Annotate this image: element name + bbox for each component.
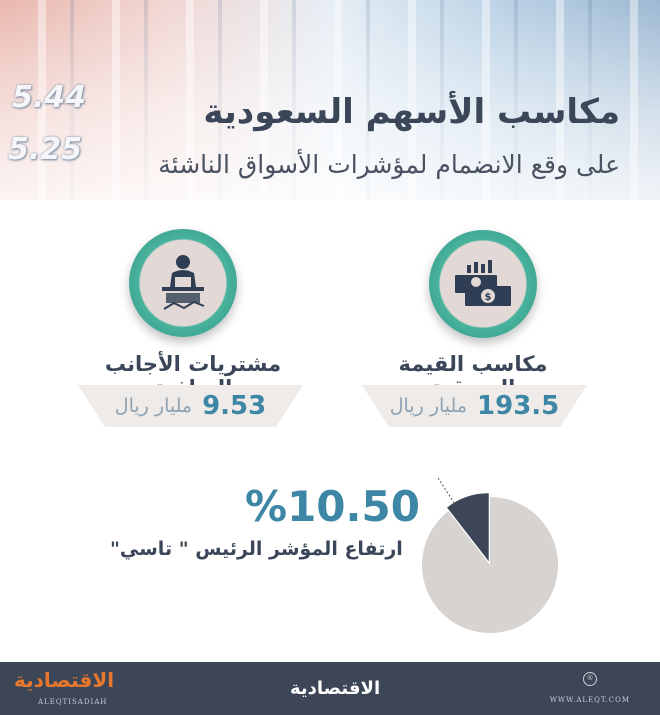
index-percent: %10.50 [245, 482, 420, 531]
money-stack-icon: $ [429, 230, 537, 338]
stat-value: 193.5 [477, 391, 560, 421]
stat-value-ribbon: 193.5 مليار ريال [362, 385, 587, 427]
stat-unit: مليار ريال [389, 395, 468, 417]
brand-subtitle: ALEQTISADIAH [38, 698, 108, 706]
footer: الاقتصادية ALEQTISADIAH الاقتصادية ® WWW… [0, 662, 660, 715]
bg-number: 5.44 [12, 80, 87, 115]
pie-rest-slice [421, 497, 558, 633]
page-subtitle: على وقع الانضمام لمؤشرات الأسواق الناشئة [158, 150, 620, 179]
bg-number: 5.25 [8, 132, 83, 167]
pie-index-slice [447, 493, 489, 562]
registered-icon: ® [583, 672, 597, 686]
index-pie [421, 477, 558, 633]
index-label: ارتفاع المؤشر الرئيس " تاسي" [110, 538, 403, 560]
svg-text:$: $ [485, 292, 492, 303]
header-banner: 5.44 5.25 مكاسب الأسهم السعودية على وقع … [0, 0, 660, 200]
website-url[interactable]: WWW.ALEQT.COM [549, 696, 630, 704]
brand-logo: الاقتصادية [14, 668, 115, 692]
stat-value: 9.53 [202, 391, 267, 421]
trader-desk-icon [129, 229, 237, 337]
stat-value-ribbon: 9.53 مليار ريال [78, 385, 303, 427]
footer-center-logo: الاقتصادية [290, 678, 381, 699]
stat-unit: مليار ريال [114, 395, 193, 417]
page-title: مكاسب الأسهم السعودية [203, 92, 620, 132]
